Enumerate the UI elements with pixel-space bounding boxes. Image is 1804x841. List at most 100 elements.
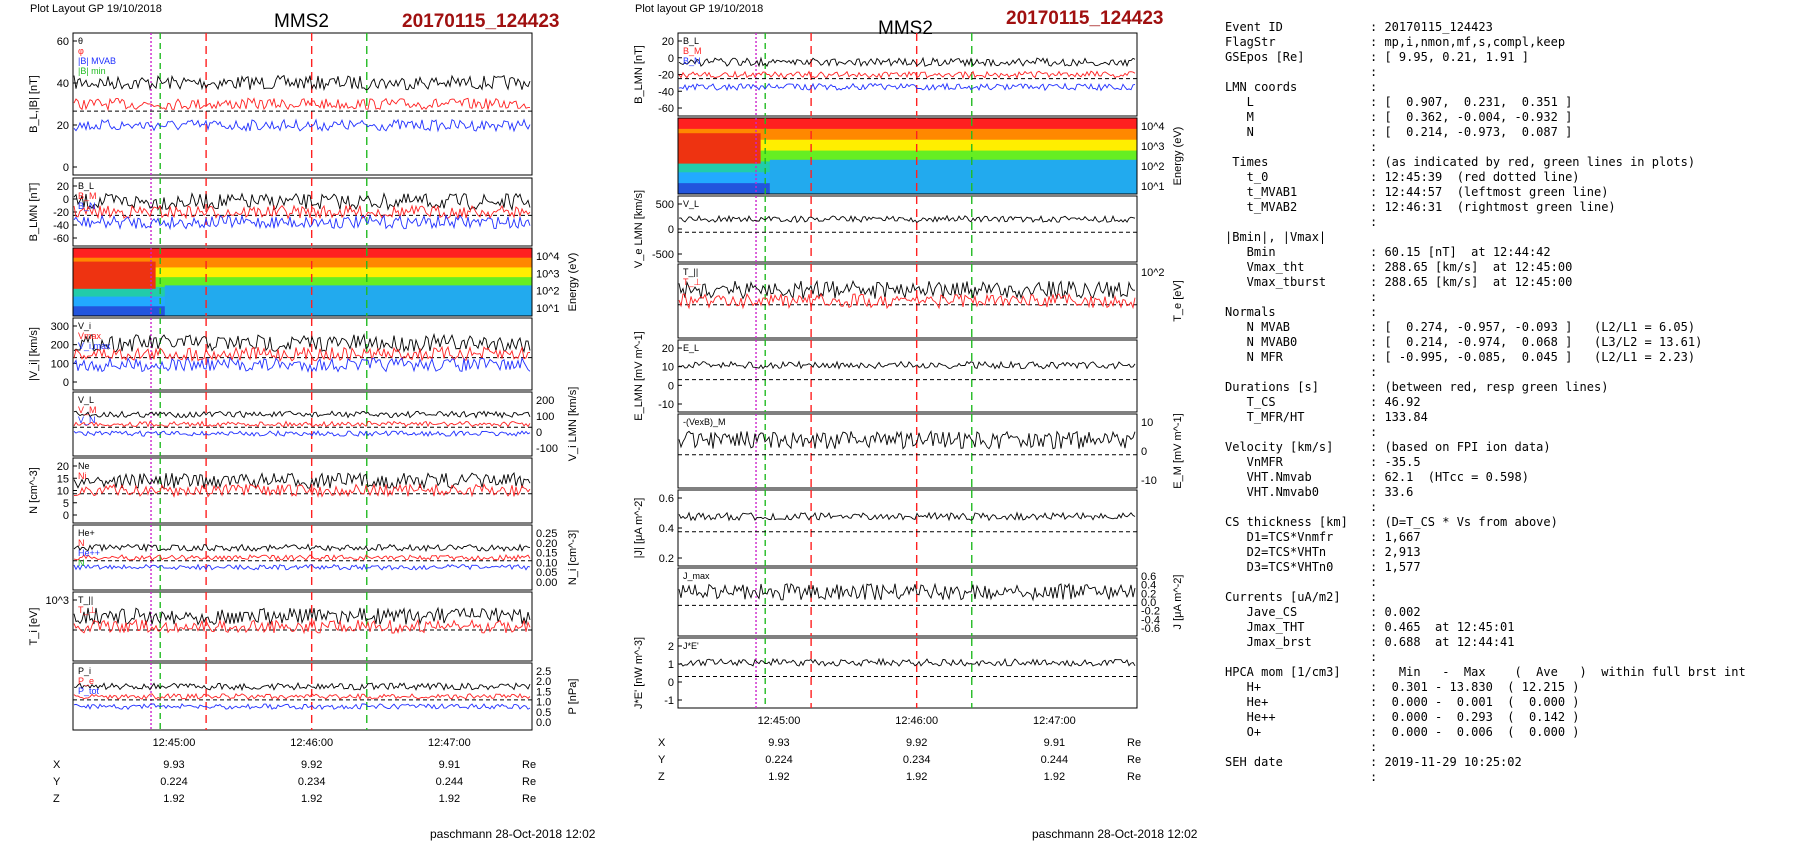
y-tick-label-right: 10^3 bbox=[1141, 141, 1165, 153]
info-value: : bbox=[1370, 500, 1378, 514]
info-row: O+: 0.000 - 0.006 ( 0.000 ) bbox=[1225, 725, 1800, 740]
middle-layout-title: Plot layout GP 19/10/2018 bbox=[635, 3, 763, 15]
panel-frame bbox=[72, 457, 533, 524]
info-value: : 0.002 bbox=[1370, 605, 1421, 619]
series-line bbox=[73, 483, 531, 498]
y-tick-label-right: 10^1 bbox=[536, 303, 560, 315]
pos-row-value: 0.224 bbox=[765, 754, 793, 766]
info-value: : [ 0.907, 0.231, 0.351 ] bbox=[1370, 95, 1573, 109]
pos-row-label: Y bbox=[658, 754, 666, 766]
left-footer: paschmann 28-Oct-2018 12:02 bbox=[430, 827, 596, 841]
series-line bbox=[678, 657, 1136, 667]
pos-row-unit: Re bbox=[1127, 771, 1141, 783]
y-axis-label: N_i [cm^-3] bbox=[567, 530, 579, 585]
info-value: : 2,913 bbox=[1370, 545, 1421, 559]
panel-frame bbox=[72, 591, 533, 662]
info-value: : 12:44:57 (leftmost green line) bbox=[1370, 185, 1609, 199]
spectrogram-band bbox=[73, 248, 532, 259]
info-value: : 0.000 - 0.006 ( 0.000 ) bbox=[1370, 725, 1580, 739]
info-value: : bbox=[1370, 140, 1378, 154]
info-row: Times: (as indicated by red, green lines… bbox=[1225, 155, 1800, 170]
y-tick-label: 20 bbox=[662, 343, 674, 355]
time-tick-label: 12:47:00 bbox=[428, 737, 471, 749]
info-key: D1=TCS*Vnmfr bbox=[1225, 530, 1334, 544]
series-line bbox=[73, 692, 531, 701]
y-tick-label: -40 bbox=[658, 86, 674, 98]
y-axis-label: E_LMN [mV m^-1] bbox=[633, 331, 645, 421]
series-line bbox=[73, 118, 531, 133]
y-tick-label: 0.2 bbox=[659, 553, 674, 565]
spectrogram-band bbox=[73, 267, 532, 278]
legend-entry: B_M bbox=[683, 46, 702, 56]
pos-row-value: 0.234 bbox=[903, 754, 931, 766]
y-tick-label-right: 0.25 bbox=[536, 528, 557, 540]
info-row: He++: 0.000 - 0.293 ( 0.142 ) bbox=[1225, 710, 1800, 725]
time-tick-label: 12:46:00 bbox=[290, 737, 333, 749]
info-key: He+ bbox=[1225, 695, 1269, 709]
spectrogram-band bbox=[73, 257, 532, 268]
y-tick-label: -40 bbox=[53, 220, 69, 232]
y-tick-label-right: 0 bbox=[536, 427, 542, 439]
info-key: L bbox=[1225, 95, 1254, 109]
panel-middle-3: 10^2 T_e [eV] T_||T_⊥ bbox=[677, 263, 1184, 339]
info-row: : bbox=[1225, 290, 1800, 305]
info-key: N bbox=[1225, 125, 1254, 139]
info-value: : 1,577 bbox=[1370, 560, 1421, 574]
info-row: N: [ 0.214, -0.973, 0.087 ] bbox=[1225, 125, 1800, 140]
info-key: Jave_CS bbox=[1225, 605, 1298, 619]
info-row: VnMFR: -35.5 bbox=[1225, 455, 1800, 470]
info-key: Currents [uA/m2] bbox=[1225, 590, 1341, 604]
spectrogram-band bbox=[678, 128, 1137, 141]
series-line bbox=[73, 74, 531, 92]
y-axis-label: E_M [mV m^-1] bbox=[1172, 413, 1184, 488]
time-tick-label: 12:45:00 bbox=[758, 715, 801, 727]
y-tick-label-right: 0.10 bbox=[536, 557, 557, 569]
series-line bbox=[73, 429, 531, 437]
info-row: : bbox=[1225, 770, 1800, 785]
info-value: : [ 0.214, -0.974, 0.068 ] (L3/L2 = 13.6… bbox=[1370, 335, 1703, 349]
info-value: : -35.5 bbox=[1370, 455, 1421, 469]
panel-frame bbox=[677, 263, 1138, 339]
legend-entry: Vmax bbox=[78, 331, 102, 341]
y-tick-label-right: 10^1 bbox=[1141, 181, 1165, 193]
info-value: : 2019-11-29 10:25:02 bbox=[1370, 755, 1522, 769]
spectrogram-hot-region bbox=[678, 133, 761, 164]
info-key: t_MVAB2 bbox=[1225, 200, 1298, 214]
time-tick-label: 12:46:00 bbox=[895, 715, 938, 727]
info-value: : bbox=[1370, 305, 1378, 319]
series-line bbox=[73, 618, 531, 635]
pos-row-unit: Re bbox=[522, 776, 536, 788]
y-tick-label: 100 bbox=[51, 358, 69, 370]
info-key: Velocity [km/s] bbox=[1225, 440, 1334, 454]
info-row: : bbox=[1225, 65, 1800, 80]
info-key: VHT.Nmvab0 bbox=[1225, 485, 1319, 499]
info-key: t_MVAB1 bbox=[1225, 185, 1298, 199]
pos-row-value: 1.92 bbox=[301, 793, 322, 805]
info-key: T_CS bbox=[1225, 395, 1276, 409]
info-row: N MVAB: [ 0.274, -0.957, -0.093 ] (L2/L1… bbox=[1225, 320, 1800, 335]
spectrogram-hot-region bbox=[73, 261, 156, 289]
pos-row-label: Z bbox=[658, 771, 665, 783]
y-tick-label-right: 0.0 bbox=[1141, 597, 1156, 609]
info-row: CS thickness [km]: (D=T_CS * Vs from abo… bbox=[1225, 515, 1800, 530]
info-value: : 12:45:39 (red dotted line) bbox=[1370, 170, 1580, 184]
info-row: M: [ 0.362, -0.004, -0.932 ] bbox=[1225, 110, 1800, 125]
y-tick-label: 20 bbox=[662, 36, 674, 48]
series-line bbox=[73, 356, 531, 373]
info-value: : 288.65 [km/s] at 12:45:00 bbox=[1370, 260, 1573, 274]
panel-frame bbox=[72, 247, 533, 317]
y-tick-label-right: -100 bbox=[536, 443, 558, 455]
y-tick-label: 10^3 bbox=[45, 595, 69, 607]
y-axis-label: B_LMN [nT] bbox=[633, 45, 645, 104]
y-axis-label: V_i LMN [km/s] bbox=[567, 387, 579, 462]
y-axis-label: V_e LMN [km/s] bbox=[633, 190, 645, 268]
pos-row-value: 0.224 bbox=[160, 776, 188, 788]
time-tick-label: 12:45:00 bbox=[153, 737, 196, 749]
legend-entry: Ni bbox=[78, 471, 87, 481]
legend-entry: B_L bbox=[683, 36, 699, 46]
series-line bbox=[73, 192, 531, 212]
info-key: Normals bbox=[1225, 305, 1276, 319]
info-row: T_MFR/HT: 133.84 bbox=[1225, 410, 1800, 425]
y-tick-label-right: 2.0 bbox=[536, 676, 551, 688]
